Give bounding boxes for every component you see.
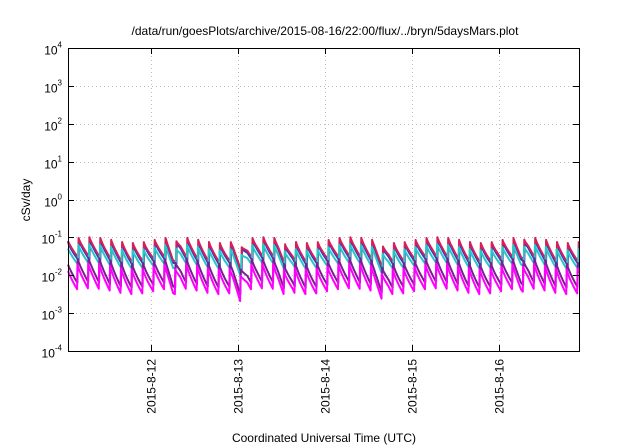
- y-tick-label: 104: [44, 41, 62, 58]
- x-tick-label: 2015-8-15: [406, 359, 420, 414]
- y-tick-label: 10-1: [42, 230, 63, 247]
- x-tick-label: 2015-8-14: [319, 359, 333, 414]
- series-line: [67, 262, 580, 303]
- y-tick-label: 10-2: [42, 268, 63, 285]
- y-tick-label: 101: [44, 155, 62, 172]
- x-tick-label: 2015-8-12: [145, 359, 159, 414]
- series-group: [67, 236, 580, 303]
- x-tick-label: 2015-8-16: [493, 359, 507, 414]
- chart-title: /data/run/goesPlots/archive/2015-08-16/2…: [132, 24, 520, 38]
- y-tick-label: 10-4: [42, 344, 63, 361]
- y-tick-label: 100: [44, 193, 62, 210]
- y-axis-label: cSv/day: [19, 179, 33, 222]
- x-axis: 2015-8-12 2015-8-13 2015-8-14 2015-8-15 2015…: [145, 48, 507, 414]
- y-tick-label: 102: [44, 117, 62, 134]
- series-line: [67, 236, 580, 269]
- y-tick-label: 103: [44, 79, 62, 96]
- x-axis-label: Coordinated Universal Time (UTC): [232, 431, 416, 445]
- y-axis: 10-4 10-3 10-2 10-1 100 101 102 103 104: [42, 41, 579, 361]
- y-tick-label: 10-3: [42, 306, 63, 323]
- x-tick-label: 2015-8-13: [232, 359, 246, 414]
- grid: [68, 48, 579, 351]
